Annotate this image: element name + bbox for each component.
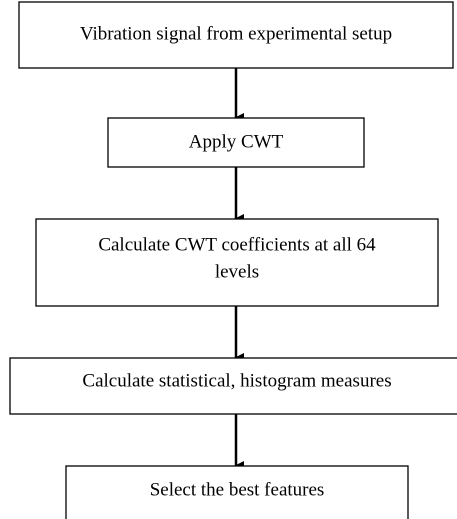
- node-label: Calculate statistical, histogram measure…: [82, 370, 391, 391]
- node-box: [35, 218, 439, 307]
- node-label: Select the best features: [150, 479, 325, 500]
- node-label: levels: [215, 261, 259, 282]
- node-box: [18, 1, 454, 69]
- node-box: [107, 117, 365, 168]
- node-box: [65, 465, 409, 519]
- node-label: Calculate CWT coefficients at all 64: [98, 234, 376, 255]
- node-label: Vibration signal from experimental setup: [80, 23, 392, 44]
- node-box: [9, 357, 457, 415]
- node-label: Apply CWT: [189, 131, 284, 152]
